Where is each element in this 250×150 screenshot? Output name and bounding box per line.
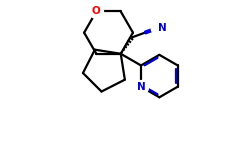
Text: N: N [136,82,145,92]
Text: O: O [92,6,101,16]
Text: N: N [158,23,167,33]
